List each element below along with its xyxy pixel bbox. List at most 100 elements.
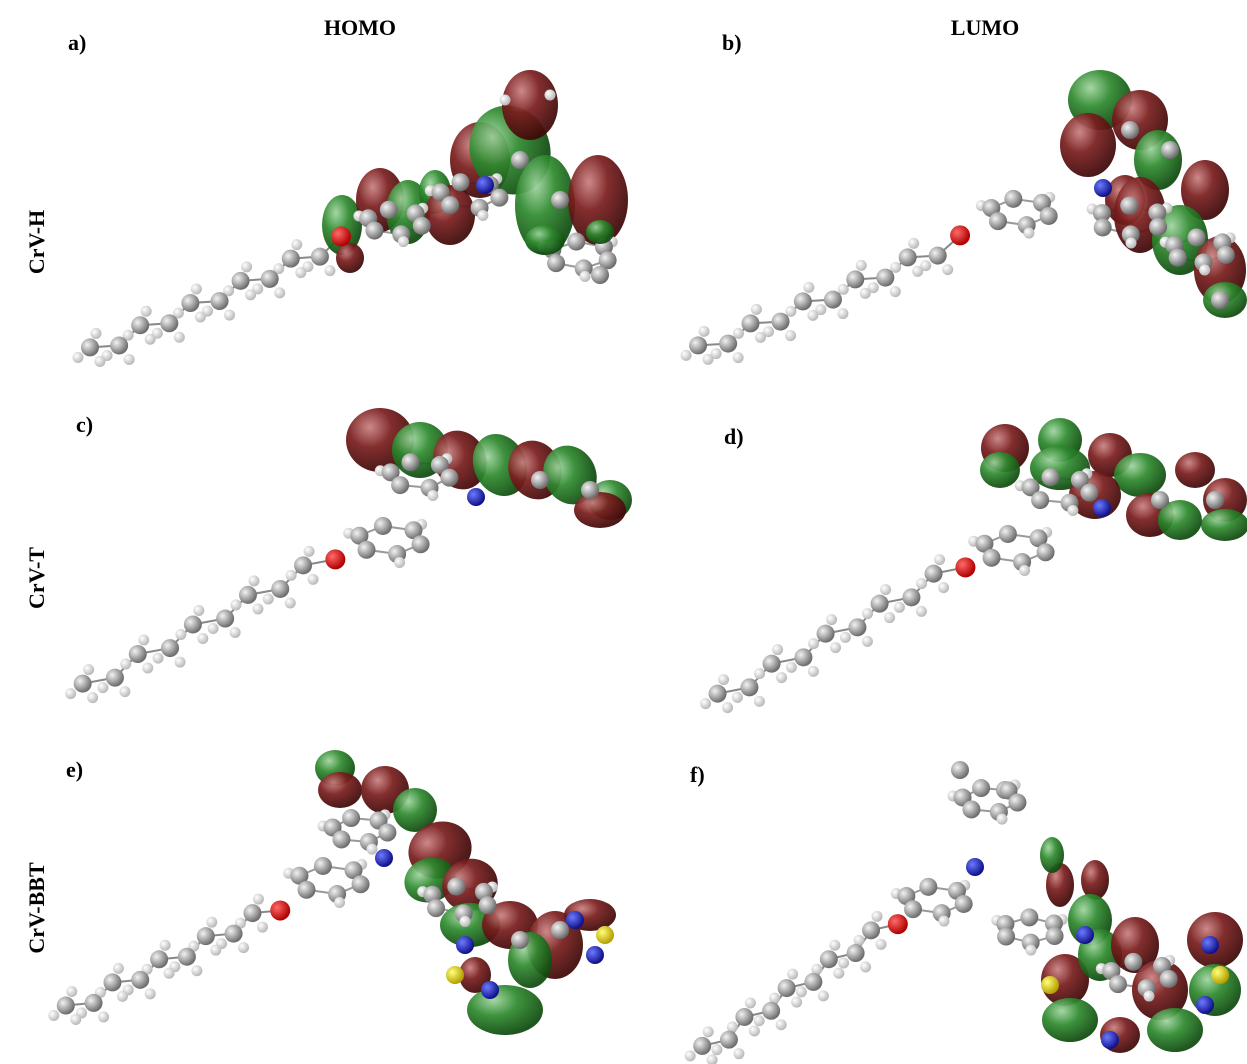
orbital-lobe <box>1060 113 1116 177</box>
atom <box>181 294 199 312</box>
atom <box>916 606 927 617</box>
atom <box>778 979 796 997</box>
atom <box>908 238 919 249</box>
atom <box>142 663 153 674</box>
orbital-lobe <box>1175 452 1215 488</box>
row-label: CrV-H <box>24 210 49 274</box>
orbital-lobe <box>1042 998 1098 1042</box>
atom <box>230 599 241 610</box>
atom <box>890 262 901 273</box>
atom <box>252 603 263 614</box>
atom <box>456 936 474 954</box>
atom <box>929 247 947 265</box>
atom <box>733 1048 744 1059</box>
orbital-lobe <box>980 452 1020 488</box>
atom <box>804 973 822 991</box>
atom <box>245 289 256 300</box>
atom <box>983 549 1001 567</box>
atom <box>794 292 812 310</box>
atom <box>876 939 887 950</box>
atom <box>70 1014 81 1025</box>
molecule <box>48 750 616 1035</box>
atom <box>856 260 867 271</box>
atom <box>1121 121 1139 139</box>
atom <box>826 614 837 625</box>
atom <box>66 986 77 997</box>
atom <box>83 664 94 675</box>
atom <box>862 921 880 939</box>
panel-label: f) <box>690 762 705 787</box>
row-label: CrV-T <box>24 547 49 609</box>
atom <box>1160 970 1178 988</box>
atom <box>161 639 179 657</box>
atom <box>942 264 953 275</box>
atom <box>899 248 917 266</box>
atom <box>1076 926 1094 944</box>
atom <box>380 201 398 219</box>
atom <box>1206 491 1224 509</box>
atom <box>880 584 891 595</box>
atom <box>749 1025 760 1036</box>
atom <box>145 334 156 345</box>
atom <box>962 800 980 818</box>
atom <box>751 304 762 315</box>
atom <box>1201 936 1219 954</box>
atom <box>441 196 459 214</box>
atom <box>829 940 840 951</box>
atom <box>398 236 409 247</box>
atom <box>500 95 511 106</box>
atom <box>754 1015 765 1026</box>
atom <box>719 335 737 353</box>
atom <box>274 287 285 298</box>
atom <box>755 332 766 343</box>
atom <box>352 875 370 893</box>
atom <box>334 897 345 908</box>
atom <box>375 849 393 867</box>
atom <box>1101 1031 1119 1049</box>
atom <box>711 1044 722 1055</box>
atom <box>1080 484 1098 502</box>
atom <box>838 284 849 295</box>
atom <box>427 899 445 917</box>
atom <box>175 629 186 640</box>
atom <box>733 328 744 339</box>
atom <box>772 644 783 655</box>
atom <box>785 306 796 317</box>
atom <box>413 217 431 235</box>
atom <box>699 326 710 337</box>
atom <box>703 1026 714 1037</box>
atom <box>567 233 585 251</box>
atom <box>248 575 259 586</box>
atom <box>1004 190 1022 208</box>
atom <box>304 546 315 557</box>
atom <box>876 269 894 287</box>
atom <box>358 541 376 559</box>
atom <box>1169 249 1187 267</box>
atom <box>860 962 871 973</box>
atom <box>545 90 556 101</box>
atom <box>848 618 866 636</box>
atom <box>270 900 290 920</box>
orbital-lobe <box>1081 860 1109 900</box>
atom <box>685 1050 696 1061</box>
atom <box>754 696 765 707</box>
atom <box>997 814 1008 825</box>
atom <box>57 997 75 1015</box>
atom <box>735 1008 753 1026</box>
molecule <box>681 70 1247 365</box>
atom <box>311 248 329 266</box>
atom <box>120 659 131 670</box>
atoms <box>685 761 1229 1064</box>
atom <box>1126 238 1137 249</box>
atom <box>98 1011 109 1022</box>
atom <box>820 950 838 968</box>
atom <box>178 948 196 966</box>
atom <box>106 669 124 687</box>
atom <box>824 291 842 309</box>
atom <box>884 612 895 623</box>
atom <box>888 914 908 934</box>
atom <box>894 602 905 613</box>
atom <box>367 844 378 855</box>
atom <box>191 284 202 295</box>
atom <box>263 593 274 604</box>
